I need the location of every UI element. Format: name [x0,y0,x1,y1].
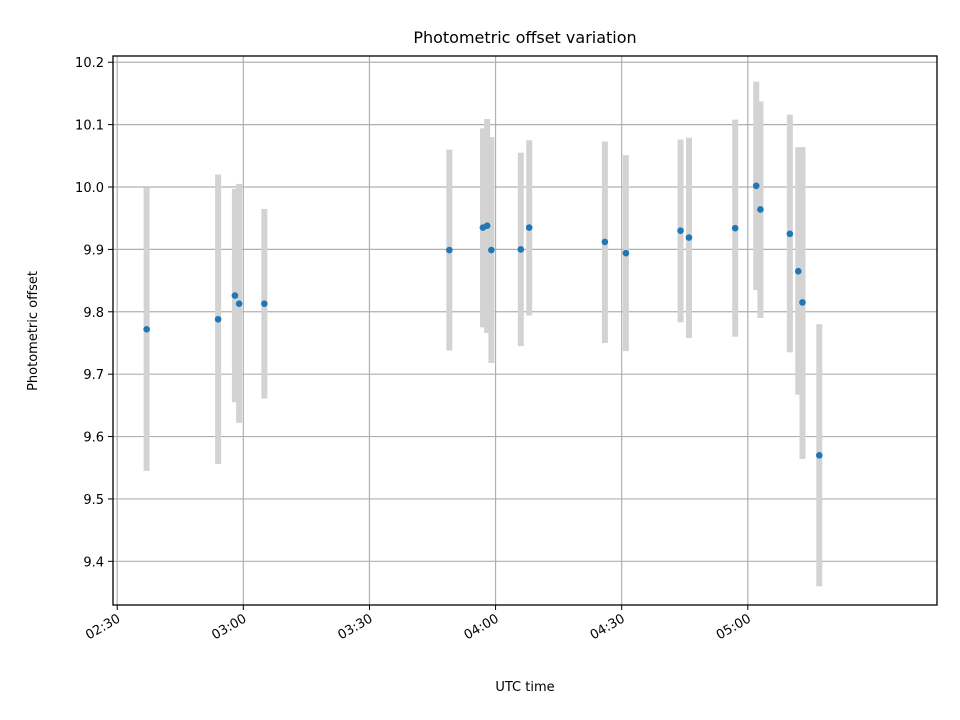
y-tick-label: 10.0 [75,181,104,196]
y-axis-label: Photometric offset [26,271,41,391]
data-point [143,325,150,333]
data-point [677,227,684,234]
y-tick-label: 9.7 [83,368,104,383]
x-tick-label: 03:30 [336,611,376,643]
data-point [235,300,243,307]
x-tick-label: 03:00 [209,611,249,643]
data-point [622,249,630,257]
data-point [752,182,760,190]
y-tick-label: 10.2 [75,56,104,71]
data-point [786,230,794,238]
chart-title: Photometric offset variation [413,28,636,47]
data-point [815,451,823,459]
data-point [214,315,222,323]
y-tick-label: 9.6 [83,431,104,446]
data-point [525,224,533,231]
x-tick-label: 04:30 [588,611,628,643]
y-tick-label: 9.5 [83,493,104,508]
y-axis: 9.4 9.5 9.6 9.7 9.8 9.9 10.0 10.1 10.2 [75,56,113,570]
data-point [517,246,525,253]
y-tick-label: 10.1 [75,119,104,134]
data-point [261,300,268,307]
x-axis: 02:30 03:00 03:30 04:00 04:30 05:00 [83,605,754,643]
y-tick-label: 9.9 [83,243,104,258]
data-point [483,222,491,229]
data-point [794,267,802,275]
data-points [143,182,823,459]
data-point [231,292,239,299]
data-point [757,206,764,213]
error-bars [143,81,823,587]
data-point [685,234,693,241]
data-point [446,246,453,254]
x-tick-label: 05:00 [714,611,754,643]
data-point [731,224,739,232]
plot-frame [112,55,938,606]
x-axis-label: UTC time [495,680,554,695]
data-point [601,238,609,246]
data-point [799,299,806,306]
data-point [488,246,495,254]
x-tick-label: 04:00 [462,611,502,643]
y-tick-label: 9.8 [83,306,104,321]
x-tick-label: 02:30 [83,611,123,643]
y-tick-label: 9.4 [83,555,104,570]
